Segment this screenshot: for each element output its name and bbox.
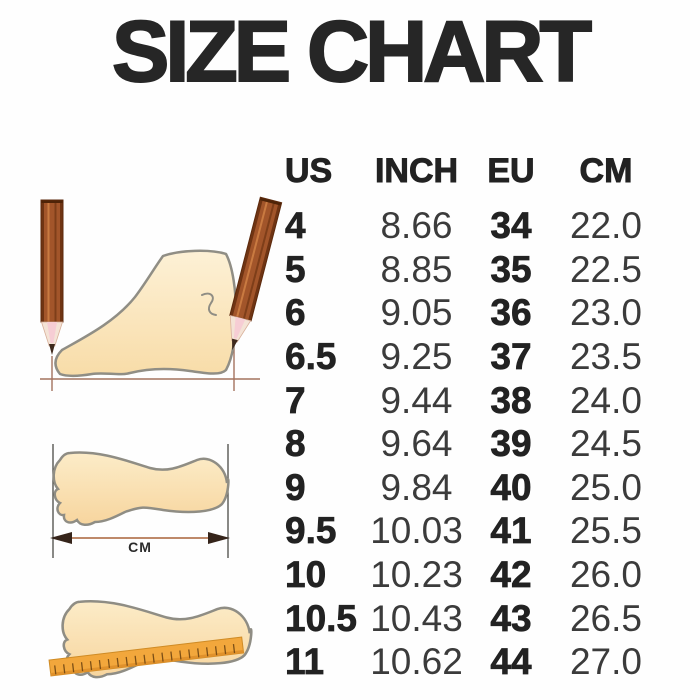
table-row: 10 10.23 42 26.0 (285, 553, 655, 597)
us-size-cell: 9 (285, 466, 306, 508)
col-header-us: US (285, 152, 333, 190)
table-row: 9 9.84 40 25.0 (285, 466, 655, 510)
table-row: 6.5 9.25 37 23.5 (285, 335, 655, 379)
eu-size-cell: 37 (490, 336, 532, 378)
footprint-icon (52, 451, 230, 527)
col-header-eu: EU (487, 152, 535, 190)
inch-size-cell: 9.25 (380, 336, 453, 378)
cm-size-cell: 22.0 (569, 205, 642, 247)
col-header-cm: CM (579, 152, 633, 190)
table-row: 7 9.44 38 24.0 (285, 378, 655, 422)
eu-size-cell: 36 (490, 292, 532, 334)
eu-size-cell: 34 (490, 205, 532, 247)
footprint-length-illustration: CM (50, 444, 230, 558)
table-row: 11 10.62 44 27.0 (285, 640, 655, 684)
cm-size-cell: 24.0 (569, 379, 642, 421)
inch-size-cell: 9.05 (380, 292, 453, 334)
cm-size-cell: 26.0 (569, 554, 642, 596)
table-row: 9.5 10.03 41 25.5 (285, 509, 655, 553)
table-row: 8 9.64 39 24.5 (285, 422, 655, 466)
footprint-ruler-illustration (48, 599, 253, 679)
us-size-cell: 8 (285, 423, 306, 465)
ankle-mark (201, 292, 217, 316)
us-size-cell: 10 (285, 554, 327, 596)
eu-size-cell: 43 (490, 597, 532, 639)
cm-size-cell: 22.5 (569, 248, 642, 290)
table-row: 6 9.05 36 23.0 (285, 291, 655, 335)
cm-size-cell: 26.5 (569, 597, 642, 639)
table-row: 4 8.66 34 22.0 (285, 204, 655, 248)
cm-size-cell: 25.5 (569, 510, 642, 552)
inch-size-cell: 10.03 (370, 510, 463, 552)
eu-size-cell: 35 (490, 248, 532, 290)
pencil-left-icon (40, 199, 64, 356)
eu-size-cell: 42 (490, 554, 532, 596)
measure-arrow-icon (50, 532, 230, 544)
cm-size-cell: 23.5 (569, 336, 642, 378)
us-size-cell: 6.5 (285, 336, 337, 378)
ruler-icon (48, 636, 245, 677)
col-header-inch: INCH (374, 152, 459, 190)
inch-size-cell: 9.64 (380, 423, 453, 465)
table-body: 4 8.66 34 22.0 5 8.85 35 22.5 6 9.05 36 … (285, 204, 655, 684)
page-title: SIZE CHART (111, 3, 593, 101)
cm-size-cell: 27.0 (569, 641, 642, 683)
inch-size-cell: 8.85 (380, 248, 453, 290)
eu-size-cell: 41 (490, 510, 532, 552)
us-size-cell: 7 (285, 379, 306, 421)
foot-measure-illustration (40, 196, 283, 391)
cm-size-cell: 25.0 (569, 466, 642, 508)
inch-size-cell: 8.66 (380, 205, 453, 247)
foot-side-icon (54, 249, 238, 378)
cm-label: CM (128, 539, 152, 555)
inch-size-cell: 10.43 (370, 597, 463, 639)
cm-size-cell: 23.0 (569, 292, 642, 334)
eu-size-cell: 40 (490, 466, 532, 508)
inch-size-cell: 10.62 (370, 641, 463, 683)
eu-size-cell: 39 (490, 423, 532, 465)
us-size-cell: 10.5 (285, 597, 358, 639)
us-size-cell: 4 (285, 205, 306, 247)
inch-size-cell: 9.84 (380, 466, 453, 508)
us-size-cell: 11 (285, 641, 325, 683)
table-header-row: US INCH EU CM (285, 149, 655, 193)
table-row: 5 8.85 35 22.5 (285, 248, 655, 292)
inch-size-cell: 9.44 (380, 379, 453, 421)
us-size-cell: 9.5 (285, 510, 337, 552)
table-row: 10.5 10.43 43 26.5 (285, 596, 655, 640)
eu-size-cell: 38 (490, 379, 532, 421)
us-size-cell: 5 (285, 248, 306, 290)
cm-size-cell: 24.5 (569, 423, 642, 465)
us-size-cell: 6 (285, 292, 306, 334)
inch-size-cell: 10.23 (370, 554, 463, 596)
eu-size-cell: 44 (490, 641, 532, 683)
